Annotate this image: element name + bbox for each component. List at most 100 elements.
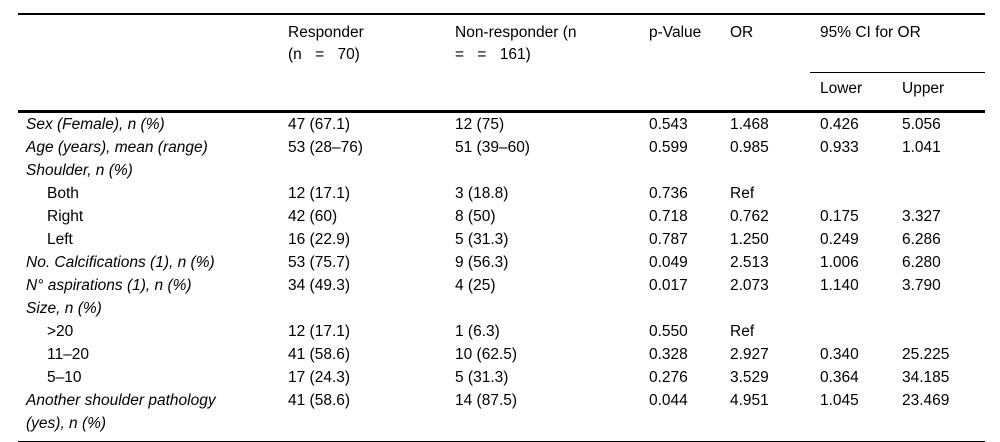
- row-label: 11–20: [47, 346, 89, 363]
- row-label: 5–10: [47, 369, 82, 386]
- table-row-size-11-20: 11–20 41 (58.6) 10 (62.5) 0.328 2.927 0.…: [18, 343, 985, 366]
- row-label: Right: [47, 208, 84, 225]
- header-pvalue: p-Value: [649, 14, 730, 113]
- cell-nonresponder: 3 (18.8): [455, 185, 509, 202]
- cell-pvalue: 0.044: [649, 392, 688, 409]
- row-label: Left: [47, 231, 73, 248]
- cell-ci-upper: [902, 159, 985, 182]
- cell-responder: 34 (49.3): [288, 277, 351, 294]
- cell-or: 0.985: [730, 139, 769, 156]
- cell-ci-lower: [810, 297, 902, 320]
- cell-nonresponder: 9 (56.3): [455, 254, 509, 271]
- cell-or: 2.073: [730, 277, 769, 294]
- cell-or: 1.468: [730, 116, 769, 133]
- cell-pvalue: 0.718: [649, 208, 688, 225]
- cell-pvalue: 0.736: [649, 185, 688, 202]
- cell-ci-lower: 0.249: [820, 231, 859, 248]
- cell-or: 2.513: [730, 254, 769, 271]
- header-nonresponder: Non-responder (n = = 161): [455, 14, 649, 113]
- cell-ci-upper: 6.280: [902, 254, 941, 271]
- cell-nonresponder: 4 (25): [455, 277, 496, 294]
- cell-pvalue: [649, 159, 730, 182]
- cell-pvalue: 0.550: [649, 323, 688, 340]
- cell-ci-lower: 1.140: [820, 277, 859, 294]
- cell-responder: 12 (17.1): [288, 323, 351, 340]
- cell-ci-lower: 0.426: [820, 116, 859, 133]
- cell-pvalue: 0.017: [649, 277, 688, 294]
- cell-ci-upper: [902, 182, 985, 205]
- header-responder: Responder (n = 70): [288, 14, 455, 113]
- cell-ci-lower: 0.933: [820, 139, 859, 156]
- header-or: OR: [730, 14, 810, 113]
- cell-ci-lower: [810, 182, 902, 205]
- header-ci-lower: Lower: [810, 72, 902, 113]
- cell-ci-lower: 0.364: [820, 369, 859, 386]
- table-row-age: Age (years), mean (range) 53 (28–76) 51 …: [18, 136, 985, 159]
- header-nonresponder-line2: = = 161): [455, 45, 531, 63]
- row-label: >20: [47, 323, 74, 340]
- cell-pvalue: 0.276: [649, 369, 688, 386]
- cell-nonresponder: [455, 297, 649, 320]
- row-label: Sex (Female), n (%): [26, 116, 165, 133]
- table-row-shoulder: Shoulder, n (%): [18, 159, 985, 182]
- cell-ci-upper: 3.327: [902, 208, 941, 225]
- header-responder-line1: Responder: [288, 24, 364, 41]
- table-row-size-5-10: 5–10 17 (24.3) 5 (31.3) 0.276 3.529 0.36…: [18, 366, 985, 389]
- cell-pvalue: 0.543: [649, 116, 688, 133]
- cell-ci-lower: 0.340: [820, 346, 859, 363]
- cell-or: Ref: [730, 323, 755, 340]
- table-row-sex: Sex (Female), n (%) 47 (67.1) 12 (75) 0.…: [18, 112, 985, 137]
- table-header: Responder (n = 70) Non-responder (n = = …: [18, 14, 985, 113]
- row-label: Shoulder, n (%): [26, 162, 133, 179]
- cell-or: 1.250: [730, 231, 769, 248]
- cell-nonresponder: 10 (62.5): [455, 346, 518, 363]
- cell-nonresponder: 51 (39–60): [455, 139, 530, 156]
- cell-responder: 41 (58.6): [288, 392, 351, 409]
- header-responder-line2: (n = 70): [288, 45, 360, 63]
- table-row-aspirations: N° aspirations (1), n (%) 34 (49.3) 4 (2…: [18, 274, 985, 297]
- cell-responder: 53 (75.7): [288, 254, 351, 271]
- table-row-shoulder-both: Both 12 (17.1) 3 (18.8) 0.736 Ref: [18, 182, 985, 205]
- cell-responder: 47 (67.1): [288, 116, 351, 133]
- row-label: N° aspirations (1), n (%): [26, 277, 192, 294]
- table-row-size: Size, n (%): [18, 297, 985, 320]
- cell-pvalue: [649, 297, 730, 320]
- cell-ci-upper: [902, 297, 985, 320]
- header-row-main: Responder (n = 70) Non-responder (n = = …: [18, 14, 985, 113]
- cell-responder: [288, 159, 455, 182]
- cell-or: Ref: [730, 185, 755, 202]
- header-row-ci: Lower Upper: [18, 72, 985, 113]
- cell-nonresponder: [455, 159, 649, 182]
- cell-or: [730, 159, 810, 182]
- cell-responder: 16 (22.9): [288, 231, 351, 248]
- cell-ci-lower: [810, 320, 902, 343]
- cell-responder: 42 (60): [288, 208, 338, 225]
- header-nonresponder-line1: Non-responder (n: [455, 24, 577, 41]
- cell-ci-upper: [902, 320, 985, 343]
- table-row-size-gt20: >20 12 (17.1) 1 (6.3) 0.550 Ref: [18, 320, 985, 343]
- table-row-calcifications: No. Calcifications (1), n (%) 53 (75.7) …: [18, 251, 985, 274]
- cell-responder: [288, 297, 455, 320]
- cell-ci-upper: 1.041: [902, 139, 941, 156]
- table-row-shoulder-left: Left 16 (22.9) 5 (31.3) 0.787 1.250 0.24…: [18, 228, 985, 251]
- cell-pvalue: 0.787: [649, 231, 688, 248]
- table-body: Sex (Female), n (%) 47 (67.1) 12 (75) 0.…: [18, 112, 985, 442]
- cell-ci-lower: 1.006: [820, 254, 859, 271]
- table-row-shoulder-right: Right 42 (60) 8 (50) 0.718 0.762 0.175 3…: [18, 205, 985, 228]
- cell-ci-upper: 34.185: [902, 369, 950, 386]
- cell-nonresponder: 5 (31.3): [455, 369, 509, 386]
- row-label: Another shoulder pathology (yes), n (%): [26, 392, 216, 432]
- cell-responder: 53 (28–76): [288, 139, 363, 156]
- cell-responder: 12 (17.1): [288, 185, 351, 202]
- header-ci-group: 95% CI for OR: [810, 14, 985, 73]
- cell-or: 4.951: [730, 392, 769, 409]
- cell-or: 2.927: [730, 346, 769, 363]
- row-label: No. Calcifications (1), n (%): [26, 254, 215, 271]
- row-label: Size, n (%): [26, 300, 102, 317]
- results-table: Responder (n = 70) Non-responder (n = = …: [18, 13, 985, 442]
- cell-ci-upper: 5.056: [902, 116, 941, 133]
- cell-ci-lower: 0.175: [820, 208, 859, 225]
- cell-responder: 17 (24.3): [288, 369, 351, 386]
- table-row-other-pathology: Another shoulder pathology (yes), n (%) …: [18, 389, 985, 442]
